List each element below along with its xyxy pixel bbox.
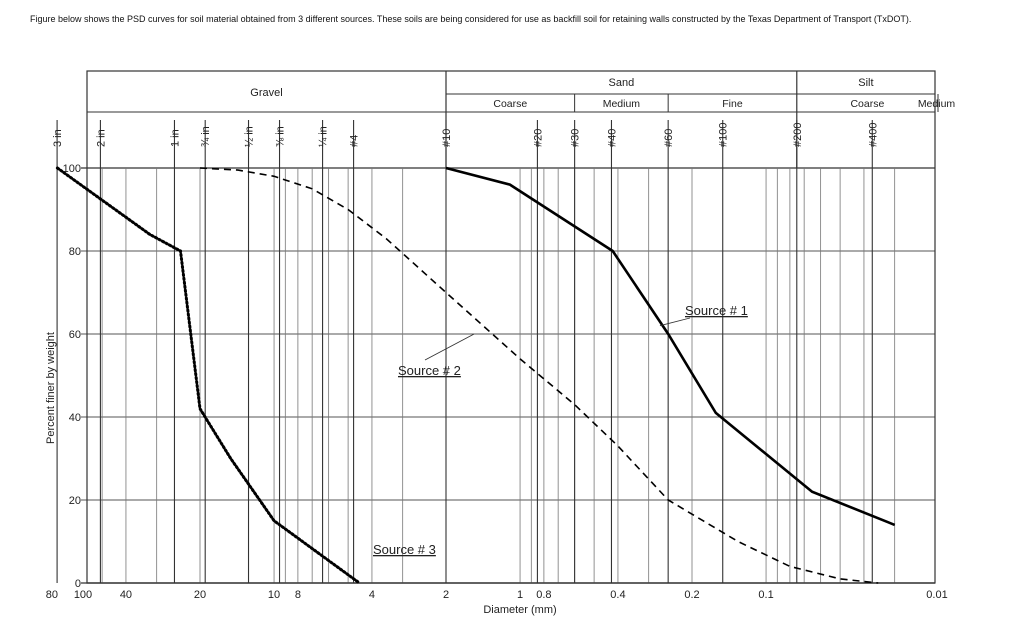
x-tick-label: 0.8 <box>536 589 551 601</box>
x-tick-label: 10 <box>268 589 280 601</box>
grid-lines <box>81 167 935 584</box>
sieve-label: ¾ in <box>200 126 212 147</box>
series-lines <box>55 166 896 585</box>
sieve-label: ⅜ in <box>275 126 287 147</box>
sieve-label: #10 <box>441 129 453 147</box>
x-tick-label: 0.4 <box>610 589 625 601</box>
x-tick-label: 40 <box>120 589 132 601</box>
x-axis-title: Diameter (mm) <box>483 604 556 616</box>
silt-subclass-coarse: Coarse <box>850 98 884 110</box>
y-tick-label: 40 <box>69 412 81 424</box>
series-line-2 <box>199 167 879 584</box>
series-label-1: Source # 1 <box>685 303 748 318</box>
series-line-1 <box>445 166 896 527</box>
y-tick-label: 100 <box>63 163 81 175</box>
series-label-3: Source # 3 <box>373 542 436 557</box>
soil-class-sand: Sand <box>609 77 635 89</box>
sieve-label: 3 in <box>52 129 64 147</box>
axes: 0 20 40 60 80 100 100 80 40 20 10 8 4 2 1 0.8 0.4 0.2 0.1 0… <box>45 70 948 616</box>
sieve-label: #60 <box>663 129 675 147</box>
sieve-lines: 3 in 2 in 1 in ¾ in ½ in ⅜ in ¼ in #4 #10 #20 #30 #… <box>52 120 879 583</box>
y-axis-title: Percent finer by weight <box>45 332 57 444</box>
silt-subclass-medium: Medium <box>918 98 956 110</box>
label-leader-2 <box>424 333 475 361</box>
y-tick-label: 20 <box>69 495 81 507</box>
x-tick-label: 80 <box>46 589 58 601</box>
series-label-2: Source # 2 <box>398 363 461 378</box>
x-tick-label: 1 <box>517 589 523 601</box>
sieve-label: ¼ in <box>318 126 330 147</box>
x-tick-label: 20 <box>194 589 206 601</box>
plot-frame <box>86 70 936 584</box>
x-tick-label: 100 <box>74 589 92 601</box>
sand-subclass-medium: Medium <box>603 98 641 110</box>
y-tick-label: 0 <box>75 578 81 590</box>
label-leader-1 <box>659 317 691 327</box>
classification-header: Gravel Sand Silt Coarse Medium Fine Coarse Medi… <box>87 71 955 168</box>
y-tick-label: 60 <box>69 329 81 341</box>
sieve-label: #40 <box>606 129 618 147</box>
sand-subclass-coarse: Coarse <box>493 98 527 110</box>
y-tick-label: 80 <box>69 246 81 258</box>
sand-subclass-fine: Fine <box>722 98 743 110</box>
x-tick-label: 8 <box>295 589 301 601</box>
annotations: Source # 1 Source # 2 Source # 3 <box>373 303 748 557</box>
soil-class-silt: Silt <box>858 77 873 89</box>
x-tick-label: 0.1 <box>758 589 773 601</box>
x-tick-label: 0.01 <box>926 589 947 601</box>
x-tick-label: 4 <box>369 589 375 601</box>
sieve-label: ½ in <box>244 126 256 147</box>
series-line-3 <box>55 166 361 585</box>
soil-class-gravel: Gravel <box>250 87 282 99</box>
sieve-label: #20 <box>532 129 544 147</box>
sieve-label: #30 <box>570 129 582 147</box>
x-tick-label: 0.2 <box>684 589 699 601</box>
x-tick-label: 2 <box>443 589 449 601</box>
sieve-label: #100 <box>718 123 730 147</box>
sieve-label: 2 in <box>95 129 107 147</box>
sieve-label: #4 <box>349 135 361 147</box>
intro-text: Figure below shows the PSD curves for so… <box>30 14 912 24</box>
sieve-label: 1 in <box>169 129 181 147</box>
sieve-label: #200 <box>792 123 804 147</box>
sieve-label: #400 <box>867 123 879 147</box>
